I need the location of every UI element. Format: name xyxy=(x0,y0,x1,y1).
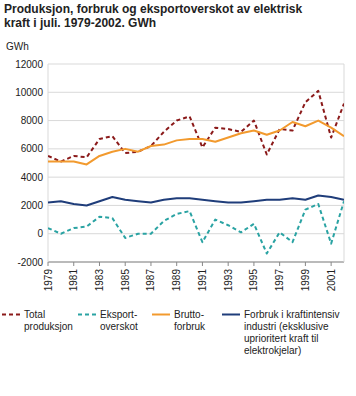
legend-line: forbruk xyxy=(174,321,206,332)
series-line xyxy=(48,91,344,162)
y-axis-line xyxy=(48,64,49,262)
y-tick-label: 6000 xyxy=(21,143,44,154)
x-tick-label: 1989 xyxy=(171,269,182,292)
grid-line xyxy=(48,177,344,178)
y-tick-label: 12000 xyxy=(15,59,43,70)
x-tick xyxy=(331,262,332,266)
y-tick-label: 4000 xyxy=(21,172,44,183)
y-tick-label: -2000 xyxy=(17,257,43,268)
x-tick-label: 1983 xyxy=(94,269,105,292)
legend-swatch xyxy=(2,314,20,316)
grid-line xyxy=(48,262,344,263)
x-tick-label: 1995 xyxy=(248,269,259,292)
series-line xyxy=(48,121,344,165)
x-tick xyxy=(48,262,49,266)
legend-swatch xyxy=(78,314,96,316)
y-axis-end-line xyxy=(344,64,345,262)
x-tick xyxy=(202,262,203,266)
legend-label: Eksport-overskot xyxy=(100,309,138,332)
grid-line xyxy=(48,64,344,65)
series-line xyxy=(48,196,344,206)
title-line: kraft i juli. 1979-2002. GWh xyxy=(4,16,156,30)
x-tick-label: 1981 xyxy=(68,269,79,292)
legend-line: overskot xyxy=(100,321,138,332)
legend-line: Total xyxy=(24,309,45,320)
y-tick-label: 10000 xyxy=(15,87,43,98)
legend-line: produksjon xyxy=(24,321,73,332)
legend-line: industri (eksklusive xyxy=(244,321,329,332)
grid-line xyxy=(48,205,344,206)
legend-swatch xyxy=(152,314,170,316)
legend-label: Forbruk i kraftintensivindustri (eksklus… xyxy=(244,309,340,356)
x-axis-line xyxy=(48,262,344,263)
legend-line: elektrokjelar) xyxy=(244,345,301,356)
legend-line: uprioritert kraft til xyxy=(244,333,318,344)
x-tick xyxy=(73,262,74,266)
x-tick-label: 1997 xyxy=(274,269,285,292)
title-line: Produksjon, forbruk og eksportoverskot a… xyxy=(4,2,302,16)
grid-line xyxy=(48,233,344,234)
chart: Produksjon, forbruk og eksportoverskot a… xyxy=(0,0,356,396)
x-tick-label: 1979 xyxy=(43,269,54,292)
x-tick-label: 1999 xyxy=(300,269,311,292)
x-tick xyxy=(125,262,126,266)
y-tick-label: 8000 xyxy=(21,115,44,126)
x-tick xyxy=(150,262,151,266)
x-tick xyxy=(99,262,100,266)
x-tick-label: 1987 xyxy=(145,269,156,292)
x-tick xyxy=(253,262,254,266)
y-tick-label: 2000 xyxy=(21,200,44,211)
series-line xyxy=(48,201,344,253)
legend-line: Eksport- xyxy=(100,309,137,320)
x-tick-label: 2001 xyxy=(326,269,337,292)
title: Produksjon, forbruk og eksportoverskot a… xyxy=(4,2,302,30)
x-tick xyxy=(228,262,229,266)
plot-area xyxy=(48,91,344,254)
x-tick-label: 1985 xyxy=(120,269,131,292)
legend-label: Totalproduksjon xyxy=(24,309,73,332)
legend-line: Forbruk i kraftintensiv xyxy=(244,309,340,320)
y-axis-label: GWh xyxy=(6,41,29,52)
x-tick xyxy=(279,262,280,266)
x-tick-label: 1993 xyxy=(223,269,234,292)
y-tick-label: 0 xyxy=(37,228,43,239)
grid-line xyxy=(48,92,344,93)
legend-line: Brutto- xyxy=(174,309,204,320)
legend-swatch xyxy=(222,314,240,316)
grid-line xyxy=(48,120,344,121)
x-tick xyxy=(305,262,306,266)
legend-label: Brutto-forbruk xyxy=(174,309,206,332)
x-tick xyxy=(176,262,177,266)
x-tick-label: 1991 xyxy=(197,269,208,292)
